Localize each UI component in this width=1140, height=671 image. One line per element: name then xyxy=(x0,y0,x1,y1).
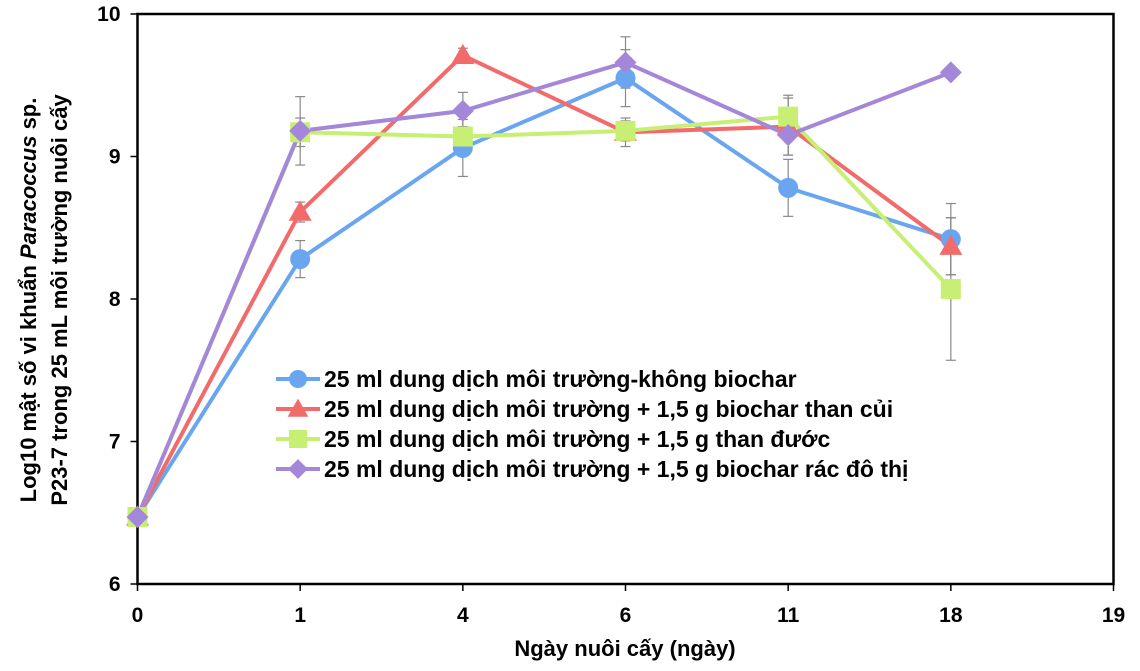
legend-item-4: 25 ml dung dịch môi trường + 1,5 g bioch… xyxy=(276,456,908,482)
legend-item-1: 25 ml dung dịch môi trường-không biochar xyxy=(276,366,797,392)
x-tick-label-6: 6 xyxy=(620,604,632,627)
data-point-s1-p5 xyxy=(778,177,799,198)
y-tick-label-10: 10 xyxy=(97,3,120,26)
x-tick-label-4: 4 xyxy=(457,604,469,627)
legend-marker-4 xyxy=(288,459,308,479)
legend: 25 ml dung dịch môi trường-không biochar… xyxy=(276,366,908,482)
legend-marker-1 xyxy=(289,370,307,388)
legend-item-3: 25 ml dung dịch môi trường + 1,5 g than … xyxy=(276,426,830,452)
data-point-s3-p5 xyxy=(778,106,799,127)
y-axis-title: Log10 mật số vi khuẩn Paracoccus sp. P23… xyxy=(16,94,72,506)
legend-symbol-1 xyxy=(289,370,307,388)
data-point-s4-p5 xyxy=(777,124,800,147)
y-tick-label-7: 7 xyxy=(109,431,121,454)
y-axis-ticks: 6 7 8 9 10 xyxy=(97,3,138,596)
x-tick-label-0: 0 xyxy=(132,604,144,627)
data-point-s3-p6 xyxy=(940,279,961,300)
legend-marker-3 xyxy=(289,430,307,448)
x-tick-label-1: 1 xyxy=(294,604,306,627)
data-point-s4-p1 xyxy=(126,506,149,529)
x-axis-ticks: 0 1 4 6 11 18 19 xyxy=(132,584,1125,627)
x-axis-title: Ngày nuôi cấy (ngày) xyxy=(514,636,735,661)
data-point-s4-p3 xyxy=(451,99,474,122)
legend-item-2: 25 ml dung dịch môi trường + 1,5 g bioch… xyxy=(276,396,893,422)
data-point-s1-p2 xyxy=(290,249,311,270)
data-point-s3-p4 xyxy=(615,120,636,141)
y-tick-label-6: 6 xyxy=(109,573,121,596)
legend-symbol-3 xyxy=(289,430,307,448)
x-tick-label-11: 11 xyxy=(777,604,800,627)
data-point-s4-p4 xyxy=(614,51,637,74)
x-tick-label-18: 18 xyxy=(939,604,963,627)
data-point-s2-p3 xyxy=(451,43,475,64)
legend-label-3: 25 ml dung dịch môi trường + 1,5 g than … xyxy=(324,426,830,452)
data-point-s3-p3 xyxy=(452,126,473,147)
y-tick-label-9: 9 xyxy=(109,146,121,169)
x-tick-label-19: 19 xyxy=(1102,604,1125,627)
data-point-s1-p4 xyxy=(615,68,636,89)
series-line-1 xyxy=(135,76,952,519)
y-axis-title-line1: Log10 mật số vi khuẩn Paracoccus sp. xyxy=(16,98,41,503)
legend-symbol-2 xyxy=(287,398,309,417)
data-point-s2-p2 xyxy=(288,200,312,221)
legend-symbol-4 xyxy=(288,459,308,479)
legend-label-1: 25 ml dung dịch môi trường-không biochar xyxy=(324,366,797,392)
legend-label-2: 25 ml dung dịch môi trường + 1,5 g bioch… xyxy=(324,396,893,422)
y-tick-label-8: 8 xyxy=(109,288,121,311)
legend-marker-2 xyxy=(287,398,309,417)
series-markers xyxy=(126,43,963,529)
series-lines xyxy=(135,53,953,519)
data-point-s2-p6 xyxy=(939,234,963,255)
series-line-4 xyxy=(135,60,952,518)
legend-label-4: 25 ml dung dịch môi trường + 1,5 g bioch… xyxy=(324,456,908,482)
data-point-s4-p6 xyxy=(939,61,962,84)
y-axis-title-line2: P23-7 trong 25 mL môi trường nuôi cấy xyxy=(47,94,72,506)
data-point-s4-p2 xyxy=(289,119,312,142)
